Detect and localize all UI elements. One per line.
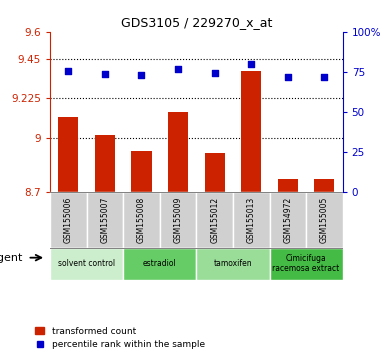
- Text: Cimicifuga
racemosa extract: Cimicifuga racemosa extract: [273, 254, 340, 273]
- Bar: [241, 71, 261, 192]
- Text: agent: agent: [0, 253, 22, 263]
- Point: [321, 74, 327, 79]
- Point: [248, 61, 254, 67]
- Bar: [196, 248, 270, 280]
- Bar: [270, 192, 306, 248]
- Title: GDS3105 / 229270_x_at: GDS3105 / 229270_x_at: [121, 16, 272, 29]
- Text: GSM155008: GSM155008: [137, 196, 146, 243]
- Bar: [196, 192, 233, 248]
- Bar: [270, 248, 343, 280]
- Legend: transformed count, percentile rank within the sample: transformed count, percentile rank withi…: [35, 327, 205, 349]
- Bar: [131, 151, 152, 192]
- Point: [285, 75, 291, 80]
- Bar: [160, 192, 196, 248]
- Bar: [168, 112, 188, 192]
- Bar: [50, 248, 123, 280]
- Text: estradiol: estradiol: [143, 259, 177, 268]
- Bar: [123, 248, 196, 280]
- Bar: [306, 192, 343, 248]
- Text: tamoxifen: tamoxifen: [214, 259, 252, 268]
- Point: [175, 67, 181, 72]
- Bar: [278, 179, 298, 192]
- Point: [139, 72, 145, 78]
- Text: GSM154972: GSM154972: [283, 196, 292, 243]
- Bar: [233, 192, 270, 248]
- Text: GSM155007: GSM155007: [100, 196, 109, 243]
- Text: GSM155013: GSM155013: [247, 196, 256, 243]
- Bar: [204, 153, 225, 192]
- Bar: [87, 192, 123, 248]
- Bar: [123, 192, 160, 248]
- Bar: [50, 192, 87, 248]
- Point: [212, 70, 218, 76]
- Bar: [95, 135, 115, 192]
- Text: GSM155009: GSM155009: [174, 196, 182, 243]
- Text: GSM155005: GSM155005: [320, 196, 329, 243]
- Text: solvent control: solvent control: [58, 259, 115, 268]
- Text: GSM155006: GSM155006: [64, 196, 73, 243]
- Bar: [58, 117, 79, 192]
- Point: [65, 68, 72, 74]
- Bar: [314, 179, 335, 192]
- Point: [102, 72, 108, 77]
- Text: GSM155012: GSM155012: [210, 196, 219, 243]
